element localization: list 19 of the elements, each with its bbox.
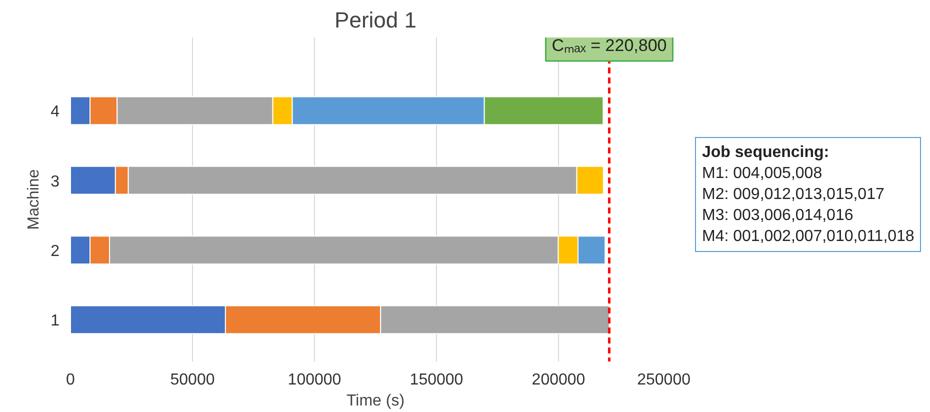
x-tick-label: 50000 (170, 372, 215, 388)
text: M3: 003,006,014,016 (702, 207, 854, 224)
text: M1: 004,005,008 (702, 165, 822, 182)
text: M2: 009,012,013,015,017 (702, 186, 884, 203)
y-tick-label: 1 (50, 312, 60, 330)
x-tick-label: 250000 (637, 372, 691, 388)
x-tick-label: 0 (66, 372, 76, 388)
x-axis-title: Time (s) (346, 392, 405, 410)
y-tick-label: 3 (50, 173, 60, 190)
y-tick-label: 4 (50, 104, 60, 121)
y-tick-label: 2 (50, 243, 60, 260)
text: M4: 001,002,007,010,011,018 (702, 228, 914, 245)
text: Job sequencing: (702, 144, 830, 161)
x-tick-label: 100000 (288, 372, 342, 388)
y-axis-title: Machine (26, 169, 43, 230)
ref-line-label: Cₘₐₓ = 220,800 (552, 36, 667, 55)
chart-title: Period 1 (334, 8, 416, 32)
x-tick-label: 200000 (532, 372, 586, 388)
x-tick-label: 150000 (410, 372, 464, 388)
